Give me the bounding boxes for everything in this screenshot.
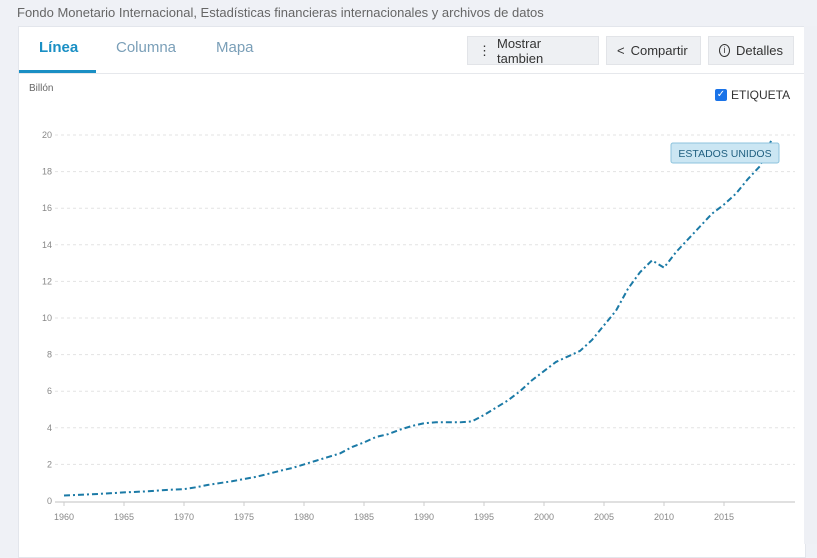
y-tick-label: 16: [42, 203, 52, 213]
x-tick-label: 1995: [474, 512, 494, 522]
y-tick-label: 20: [42, 130, 52, 140]
x-tick-label: 1960: [54, 512, 74, 522]
y-tick-label: 2: [47, 459, 52, 469]
x-tick-label: 1975: [234, 512, 254, 522]
x-tick-label: 1990: [414, 512, 434, 522]
y-tick-label: 6: [47, 386, 52, 396]
x-tick-label: 1965: [114, 512, 134, 522]
y-tick-label: 0: [47, 496, 52, 506]
x-tick-label: 1985: [354, 512, 374, 522]
x-tick-label: 1980: [294, 512, 314, 522]
x-tick-label: 2005: [594, 512, 614, 522]
y-tick-label: 8: [47, 350, 52, 360]
line-chart: 0 2 4 6 8 10 12 14 16 18 20 1960 1965 1970 1975 1980 198…: [0, 0, 817, 544]
x-tick-label: 2015: [714, 512, 734, 522]
x-tick-label: 2010: [654, 512, 674, 522]
series-label: ESTADOS UNIDOS: [678, 148, 771, 160]
y-tick-label: 18: [42, 167, 52, 177]
y-tick-label: 12: [42, 276, 52, 286]
y-tick-label: 14: [42, 240, 52, 250]
y-tick-label: 10: [42, 313, 52, 323]
page-scrollbar[interactable]: [804, 26, 817, 544]
y-tick-label: 4: [47, 423, 52, 433]
x-tick-label: 1970: [174, 512, 194, 522]
series-line-estados-unidos: [64, 139, 772, 496]
x-tick-label: 2000: [534, 512, 554, 522]
